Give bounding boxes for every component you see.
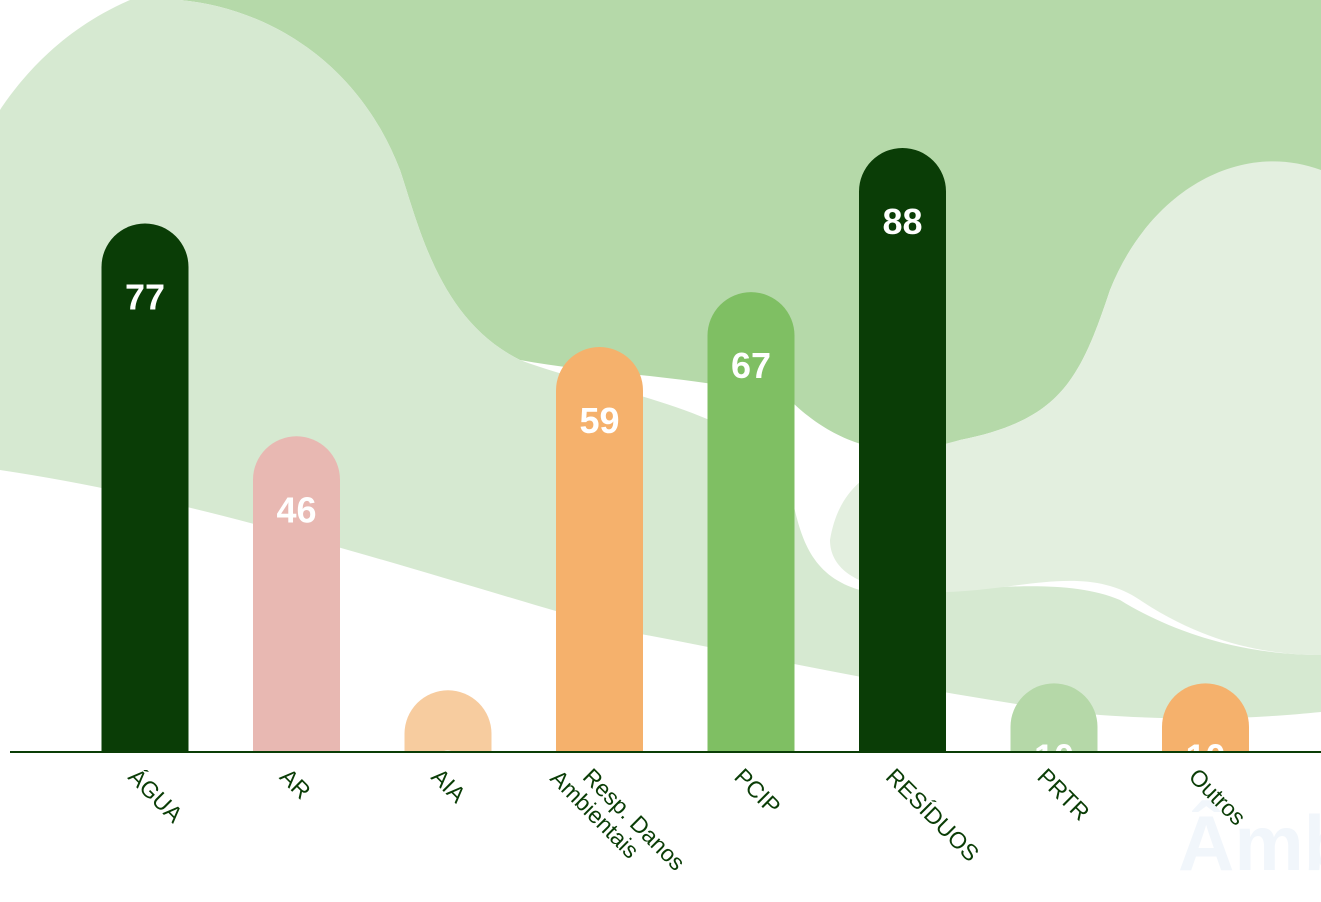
x-tick-label-6: RESÍDUOS [881,763,984,866]
watermark-text: Âmbi [1178,799,1321,887]
bar-2 [253,436,340,752]
x-tick-label-5: PCIP [729,763,785,819]
bar-7 [1010,683,1098,752]
value-label-1: 77 [125,277,165,318]
background-blob-dark [0,0,1321,451]
value-label-2: 46 [276,489,316,530]
x-tick-label-line: ÁGUA [123,763,188,828]
value-label-4: 59 [579,400,619,441]
x-tick-label-line: PCIP [729,763,785,819]
decorative-background [0,0,1321,719]
x-tick-label-1: ÁGUA [123,763,188,828]
bar-4 [556,347,643,752]
background-blob-soft [830,161,1321,655]
bar-5 [707,292,795,752]
value-labels-group: 77 46 9 59 67 88 10 10 [125,201,1226,784]
bar-6 [859,148,946,752]
value-label-6: 88 [882,201,922,242]
x-tick-label-line: AR [275,763,316,804]
bar-8 [1162,683,1249,752]
x-tick-label-3: AIA [426,763,471,808]
bar-1 [101,223,189,752]
x-tick-label-4: Resp. DanosAmbientais [545,748,690,893]
x-tick-label-2: AR [275,763,316,804]
x-tick-labels-group: ÁGUA AR AIA Resp. DanosAmbientais PCIP RESÍDU… [123,748,1251,893]
x-tick-label-line: RESÍDUOS [881,763,984,866]
value-label-3: 9 [438,743,458,784]
value-label-5: 67 [731,345,771,386]
bar-3 [404,690,492,752]
bars-group [101,148,1249,752]
x-tick-label-line: AIA [426,763,471,808]
value-label-8: 10 [1185,736,1225,777]
value-label-7: 10 [1034,736,1074,777]
